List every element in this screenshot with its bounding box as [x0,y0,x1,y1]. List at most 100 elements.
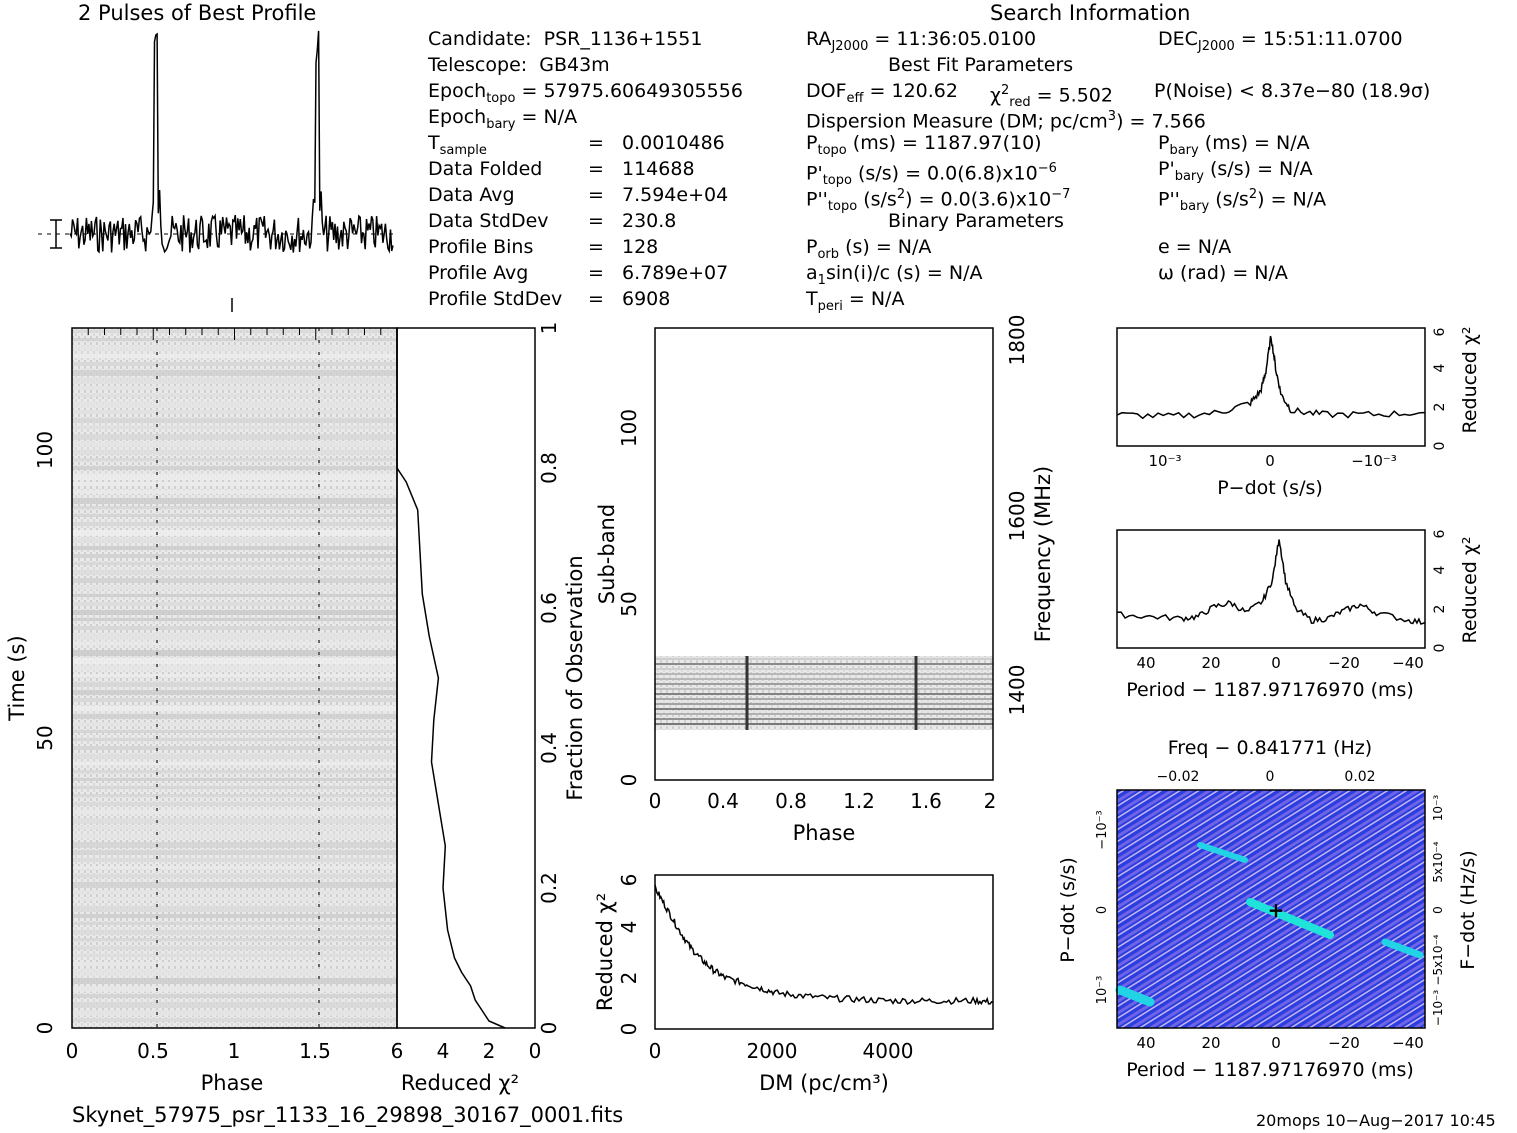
ra-sub: J2000 [831,38,869,54]
telescope-value: GB43m [539,54,610,76]
sb-y2-tick-0: 1400 [1005,665,1029,716]
time-phase-band [72,786,397,789]
tc-y-tick-2: 0.4 [537,732,561,764]
dec-value: = 15:51:11.0700 [1240,28,1403,50]
time-phase-band [72,866,397,869]
time-phase-band [72,698,397,702]
t-sample-label: Tsample [428,132,487,162]
time-phase-band [72,442,397,447]
pdd-topo-sup1: 2 [896,187,906,202]
time-phase-band [72,850,397,855]
pd-y-tick-3: 6 [1432,327,1448,336]
telescope-label: Telescope: [428,54,528,76]
time-phase-band [72,874,397,878]
time-phase-band [72,386,397,390]
time-phase-band [72,482,397,486]
dm-label: Dispersion Measure (DM; pc/cm [806,110,1108,133]
tp-y-label: Time (s) [5,635,29,721]
subband-line [655,718,993,720]
time-phase-band [72,410,397,414]
porb-row: Porb (s) = N/A [806,236,931,266]
period-chi2-line [1116,539,1426,625]
dec-label: DEC [1158,28,1198,50]
a1-row: a1sin(i)/c (s) = N/A [806,262,982,292]
pp-x2-tick-1: 0 [1266,769,1275,785]
period-chi2-plot: 40 20 0 −20 −40 Period − 1187.97176970 (… [1116,529,1481,701]
candidate-row: Candidate: PSR_1136+1551 [428,28,703,50]
subband-line [655,703,993,705]
epoch-topo-value: = 57975.60649305556 [521,80,743,102]
time-phase-band [72,962,397,966]
time-phase-band [72,346,397,351]
ppdot-streak-1 [1197,842,1248,863]
time-phase-band [72,570,397,575]
time-phase-band [72,618,397,621]
data-stddev-value: 230.8 [622,210,677,232]
tp-x-label: Phase [201,1071,264,1095]
pd-x-tick-2: −10⁻³ [1351,452,1397,470]
pp-y2-tick-2: 0 [1431,906,1445,914]
pp-y-tick-0: 10⁻³ [1095,976,1110,1005]
time-phase-band [72,522,397,526]
time-phase-band [72,666,397,671]
dm-x-tick-2: 4000 [863,1039,914,1063]
pd-y-tick-1: 2 [1432,403,1448,412]
pd-x-tick-1: 0 [1265,452,1275,470]
pd-x-tick-0: 10⁻³ [1148,452,1181,470]
pr-x-tick-1: 20 [1201,654,1220,672]
time-phase-band [72,450,397,455]
pdd-topo-value2: ) = 0.0(3.6)x10 [905,188,1052,211]
sb-y2-tick-2: 1800 [1005,315,1029,366]
time-phase-band [72,762,397,765]
tc-y-label: Fraction of Observation [563,555,587,800]
sb-x-tick-5: 2 [984,789,997,813]
profile-bins-value: 128 [622,236,659,258]
sb-x-tick-1: 0.4 [707,789,739,813]
tp-x-tick-0: 0 [66,1039,79,1063]
time-phase-band [72,658,397,664]
dec-row: DECJ2000 = 15:51:11.0700 [1158,28,1403,58]
ppdot-best-marker: + [1268,898,1285,922]
subband-line [655,723,993,725]
sb-y2-label: Frequency (MHz) [1031,466,1055,642]
pr-y-tick-1: 2 [1432,605,1448,614]
subband-line [655,663,993,665]
data-avg-value: 7.594e+04 [622,184,729,206]
time-phase-band [72,826,397,830]
pp-x2-label: Freq − 0.841771 (Hz) [1168,737,1372,759]
time-phase-band [72,706,397,711]
dm-x-label: DM (pc/cm³) [759,1071,889,1095]
pr-x-tick-0: 40 [1136,654,1155,672]
tperi-sub: peri [817,298,843,314]
pd-topo-sub: topo [822,173,852,189]
chi2-row: χ2red = 5.502 [990,80,1113,114]
t-sample-label-text: T [428,132,440,154]
time-phase-band [72,754,397,759]
pp-y2-tick-0: −10⁻³ [1431,990,1445,1027]
best-fit-title: Best Fit Parameters [888,54,1074,76]
dof-label: DOF [806,80,847,102]
subband-line [655,673,993,675]
pp-x-tick-1: 20 [1201,1034,1220,1052]
time-phase-band [72,970,397,976]
pp-x-tick-3: −20 [1328,1034,1360,1052]
a1-label: a [806,262,818,284]
time-phase-band [72,642,397,645]
search-info-title: Search Information [990,1,1191,25]
chi2-label: χ [990,84,1001,107]
time-phase-band [72,778,397,781]
profile-title: 2 Pulses of Best Profile [78,1,317,25]
time-phase-band [72,738,397,741]
pd-bary-label: P' [1158,158,1175,180]
ppdot-streak-2 [1381,938,1424,959]
p-topo-label: P [806,132,818,154]
t-sample-value: 0.0010486 [622,132,725,154]
time-phase-band [72,834,397,838]
pp-x-tick-2: 0 [1271,1034,1281,1052]
pd-x-label: P−dot (s/s) [1217,477,1323,499]
time-phase-band [72,490,397,494]
subband-line [655,683,993,685]
time-phase-band [72,994,397,998]
pp-x-tick-0: 40 [1136,1034,1155,1052]
time-phase-band [72,418,397,423]
